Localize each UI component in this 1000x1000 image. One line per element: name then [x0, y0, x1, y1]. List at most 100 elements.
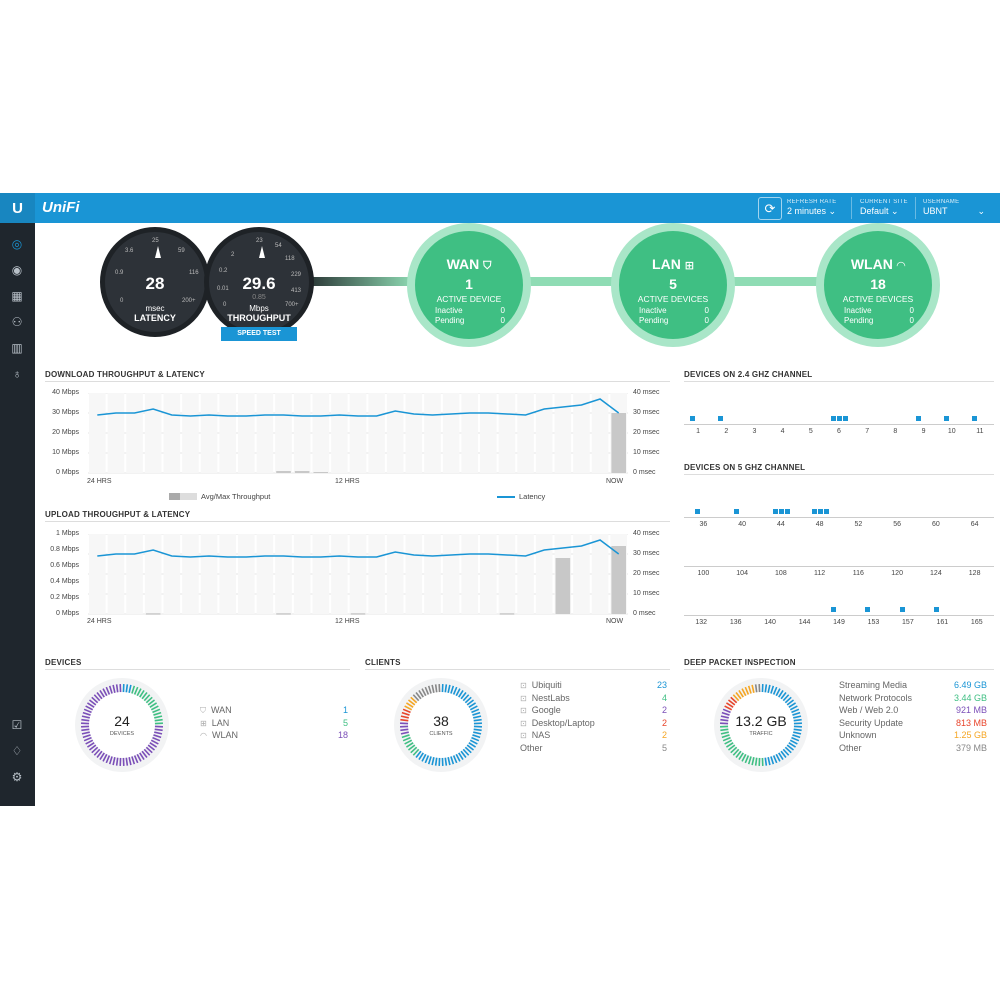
y-axis-tick: 1 Mbps [56, 530, 79, 537]
list-item[interactable]: ⊡ Ubiquiti 23 [520, 680, 667, 690]
map-icon[interactable]: ▦ [11, 289, 23, 303]
chart-column [219, 393, 236, 473]
dashboard-icon[interactable]: ◎ [11, 237, 23, 251]
channel-device-marker[interactable] [817, 509, 823, 514]
username-menu[interactable]: USERNAME UBNT ⌄ [923, 199, 985, 217]
channel-device-marker[interactable] [934, 607, 940, 612]
list-item[interactable]: Unknown 1.25 GB [839, 730, 987, 740]
download-x-label-end: NOW [606, 478, 624, 485]
events-icon[interactable]: ♁ [12, 367, 22, 381]
chart-column [144, 534, 162, 614]
channel-device-marker[interactable] [971, 416, 977, 421]
chart-column [182, 534, 199, 614]
channel-device-marker[interactable] [943, 416, 949, 421]
list-item[interactable]: ⊞ LAN 5 [200, 718, 348, 728]
channel-device-marker[interactable] [831, 607, 836, 612]
wlan-subtitle: ACTIVE DEVICES [842, 294, 914, 304]
channel-label: 144 [798, 619, 811, 626]
wan-status[interactable]: WAN ⛉ 1 ACTIVE DEVICE Inactive 0 Pending 0 [407, 223, 531, 347]
ubiquiti-logo[interactable]: U [0, 193, 35, 223]
list-item[interactable]: ⊡ Desktop/Laptop 2 [520, 718, 667, 728]
insights-icon[interactable]: ▥ [11, 341, 23, 355]
channel-label: 100 [697, 570, 710, 577]
y-axis-tick: 0.4 Mbps [50, 578, 79, 585]
devices-donut[interactable]: 24 DEVICES [75, 678, 169, 772]
channel-label: 2 [724, 428, 729, 435]
divider [684, 474, 994, 475]
list-item[interactable]: Web / Web 2.0 921 MB [839, 705, 987, 715]
donut-center: 24 DEVICES [89, 692, 155, 758]
channel-device-marker[interactable] [772, 509, 778, 514]
divider [45, 381, 670, 382]
latency-value: 28 [145, 274, 165, 293]
settings-icon[interactable]: ⚙ [11, 770, 23, 784]
chart-column [442, 393, 460, 473]
list-item[interactable]: Network Protocols 3.44 GB [839, 693, 987, 703]
refresh-button[interactable]: ⟳ [758, 197, 782, 220]
current-site-select[interactable]: CURRENT SITE Default ⌄ [860, 199, 908, 217]
channel-device-marker[interactable] [823, 509, 829, 514]
list-item-label: ◠ WLAN [200, 730, 238, 740]
channel-device-marker[interactable] [915, 416, 921, 421]
list-item[interactable]: Streaming Media 6.49 GB [839, 680, 987, 690]
channel-device-marker[interactable] [831, 416, 836, 421]
channel-device-marker[interactable] [695, 509, 701, 514]
list-item[interactable]: ⊡ Google 2 [520, 705, 667, 715]
legend-latency-swatch [497, 495, 515, 498]
chart-column [517, 393, 534, 473]
channel-device-marker[interactable] [837, 416, 842, 421]
statistics-icon[interactable]: ◉ [11, 263, 23, 277]
upload-chart[interactable] [88, 534, 628, 618]
speed-test-button[interactable]: SPEED TEST [221, 327, 297, 341]
gauge-tick: 700+ [285, 302, 299, 308]
chart-column [219, 534, 236, 614]
list-item[interactable]: ◠ WLAN 18 [200, 730, 348, 740]
gauge-needle [155, 246, 161, 258]
throughput-bar [611, 413, 626, 473]
wlan-status[interactable]: WLAN ◠ 18 ACTIVE DEVICES Inactive 0 Pendi… [816, 223, 940, 347]
clients-donut[interactable]: 38 CLIENTS [394, 678, 488, 772]
chart-column [368, 393, 385, 473]
channel-device-marker[interactable] [811, 509, 817, 514]
chart-column [200, 393, 218, 473]
connector [520, 277, 620, 286]
divider [851, 197, 852, 219]
list-item[interactable]: ⊡ NestLabs 4 [520, 693, 667, 703]
list-item[interactable]: ⛉ WAN 1 [200, 705, 348, 716]
y-axis-tick: 30 Mbps [52, 409, 79, 416]
channel-device-marker[interactable] [734, 509, 740, 514]
notifications-icon[interactable]: ♢ [11, 744, 23, 758]
wan-pending-label: Pending [435, 316, 465, 325]
channel-device-marker[interactable] [778, 509, 784, 514]
y-axis-tick: 0.2 Mbps [50, 594, 79, 601]
channel-device-marker[interactable] [784, 509, 790, 514]
channel-device-marker[interactable] [899, 607, 905, 612]
chart-column [405, 534, 423, 614]
legend-throughput-swatch [169, 493, 197, 500]
list-item-value: 379 MB [955, 742, 987, 753]
lan-count: 5 [669, 276, 677, 292]
clients-icon[interactable]: ⚇ [11, 315, 23, 329]
clients-total: 38 [433, 713, 449, 729]
channel-device-marker[interactable] [718, 416, 724, 421]
alerts-icon[interactable]: ☑ [11, 718, 23, 732]
chart-column [424, 393, 441, 473]
download-chart[interactable] [88, 393, 628, 477]
channel-device-marker[interactable] [843, 416, 848, 421]
legend-throughput[interactable]: Avg/Max Throughput [169, 492, 270, 501]
list-item[interactable]: Other 5 [520, 743, 667, 753]
list-item[interactable]: Security Update 813 MB [839, 718, 987, 728]
dpi-donut[interactable]: 13.2 GB TRAFFIC [714, 678, 808, 772]
list-item[interactable]: Other 379 MB [839, 743, 987, 753]
y-axis-tick: 0.6 Mbps [50, 562, 79, 569]
channel-device-marker[interactable] [865, 607, 871, 612]
channel-baseline [684, 566, 994, 567]
list-item[interactable]: ⊡ NAS 2 [520, 730, 667, 740]
channel-label: 40 [738, 521, 747, 528]
channel-device-marker[interactable] [690, 416, 696, 421]
refresh-rate-select[interactable]: REFRESH RATE 2 minutes ⌄ [787, 199, 837, 217]
legend-throughput-label: Avg/Max Throughput [201, 492, 271, 501]
lan-status[interactable]: LAN ⊞ 5 ACTIVE DEVICES Inactive 0 Pending… [611, 223, 735, 347]
list-item-label: ⊡ Desktop/Laptop [520, 718, 595, 728]
legend-latency[interactable]: Latency [497, 492, 545, 501]
